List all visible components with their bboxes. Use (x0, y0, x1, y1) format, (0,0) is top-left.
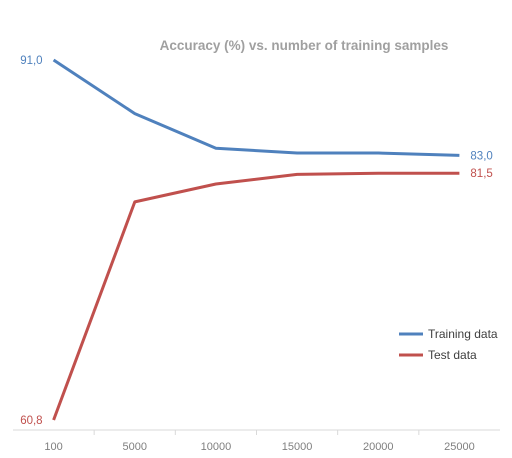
x-axis-tick-labels: 100 5000 10000 15000 20000 25000 (44, 441, 474, 453)
legend-label-test-data: Test data (428, 348, 477, 362)
x-tick-label: 25000 (444, 441, 475, 453)
data-label-training-data: 91,0 (20, 55, 42, 67)
x-tick-label: 5000 (123, 441, 147, 453)
legend: Training data Test data (399, 327, 498, 362)
data-label-test-data: 81,5 (470, 168, 492, 180)
series-lines (54, 60, 460, 420)
x-tick-label: 20000 (363, 441, 394, 453)
x-tick-label: 15000 (282, 441, 313, 453)
chart-title: Accuracy (%) vs. number of training samp… (160, 38, 449, 53)
series-line-training-data (54, 60, 460, 155)
data-label-test-data: 60,8 (20, 415, 42, 427)
x-tick-label: 100 (44, 441, 62, 453)
x-tick-label: 10000 (201, 441, 232, 453)
data-label-training-data: 83,0 (470, 150, 492, 162)
x-axis-ticks (94, 430, 419, 435)
data-labels: 91,0 83,0 60,8 81,5 (20, 55, 493, 427)
legend-label-training-data: Training data (428, 327, 498, 341)
series-line-test-data (54, 173, 460, 420)
